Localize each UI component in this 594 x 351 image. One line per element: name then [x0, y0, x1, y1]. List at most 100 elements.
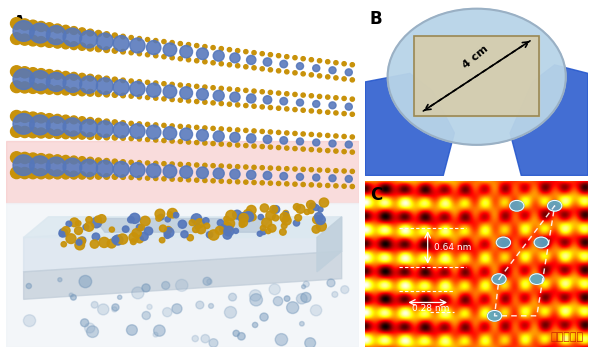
Circle shape: [293, 55, 297, 60]
Circle shape: [276, 130, 281, 134]
Circle shape: [195, 219, 204, 227]
Circle shape: [530, 274, 544, 284]
Circle shape: [326, 60, 330, 64]
Circle shape: [252, 89, 256, 93]
Circle shape: [326, 184, 330, 187]
Circle shape: [213, 131, 224, 142]
Circle shape: [295, 214, 302, 221]
Circle shape: [61, 115, 70, 124]
Circle shape: [326, 148, 330, 153]
Circle shape: [487, 311, 501, 321]
Circle shape: [309, 73, 314, 77]
Circle shape: [137, 122, 141, 126]
Circle shape: [314, 213, 323, 221]
Circle shape: [154, 96, 158, 100]
Circle shape: [129, 137, 133, 141]
Circle shape: [131, 239, 137, 245]
Circle shape: [129, 79, 133, 83]
Circle shape: [66, 234, 76, 244]
Circle shape: [70, 218, 79, 227]
Circle shape: [309, 168, 314, 172]
Circle shape: [13, 114, 34, 134]
Circle shape: [238, 333, 245, 340]
Circle shape: [293, 220, 299, 226]
Circle shape: [136, 236, 143, 243]
Circle shape: [225, 218, 235, 229]
Circle shape: [247, 94, 256, 103]
Circle shape: [121, 160, 125, 164]
Circle shape: [70, 156, 78, 164]
Circle shape: [113, 80, 129, 95]
Circle shape: [137, 95, 141, 99]
Circle shape: [78, 117, 86, 124]
Circle shape: [140, 232, 148, 240]
Circle shape: [79, 276, 91, 288]
Circle shape: [112, 33, 118, 38]
Circle shape: [191, 214, 202, 224]
Circle shape: [187, 84, 191, 88]
Circle shape: [146, 161, 150, 165]
Circle shape: [197, 48, 208, 60]
Polygon shape: [415, 36, 539, 116]
Circle shape: [334, 76, 338, 80]
Circle shape: [203, 45, 207, 49]
Circle shape: [154, 123, 158, 127]
Circle shape: [301, 167, 305, 171]
Circle shape: [266, 229, 271, 234]
Circle shape: [228, 164, 232, 168]
Circle shape: [268, 90, 273, 94]
Polygon shape: [24, 217, 342, 237]
Circle shape: [27, 168, 39, 179]
Circle shape: [163, 307, 172, 317]
Circle shape: [312, 174, 320, 181]
Circle shape: [329, 67, 336, 74]
Circle shape: [128, 217, 134, 223]
Circle shape: [27, 68, 39, 78]
Circle shape: [285, 167, 289, 171]
Circle shape: [113, 122, 129, 138]
Circle shape: [293, 182, 297, 186]
Circle shape: [162, 123, 166, 127]
Circle shape: [268, 106, 273, 110]
Circle shape: [96, 33, 113, 49]
Circle shape: [19, 152, 30, 164]
Circle shape: [350, 169, 355, 173]
Circle shape: [163, 127, 177, 140]
Circle shape: [195, 140, 199, 145]
Circle shape: [170, 82, 174, 86]
Circle shape: [211, 61, 215, 65]
Circle shape: [168, 212, 172, 217]
Circle shape: [59, 229, 68, 237]
Circle shape: [163, 165, 177, 178]
Circle shape: [163, 43, 177, 56]
Circle shape: [345, 176, 352, 183]
Circle shape: [147, 304, 152, 310]
Circle shape: [272, 206, 280, 213]
Circle shape: [90, 240, 99, 248]
Circle shape: [283, 212, 289, 217]
Circle shape: [180, 46, 192, 58]
Circle shape: [159, 225, 166, 232]
Circle shape: [87, 133, 94, 139]
Circle shape: [230, 92, 240, 102]
Circle shape: [78, 73, 86, 81]
Circle shape: [327, 279, 335, 287]
Circle shape: [104, 159, 109, 164]
Circle shape: [129, 38, 145, 53]
Circle shape: [318, 207, 323, 212]
Circle shape: [317, 94, 322, 99]
Circle shape: [293, 167, 297, 171]
Circle shape: [228, 87, 232, 91]
Circle shape: [142, 284, 150, 292]
Circle shape: [46, 157, 66, 176]
Circle shape: [236, 64, 240, 68]
Circle shape: [510, 200, 524, 211]
Circle shape: [203, 277, 211, 285]
Circle shape: [283, 210, 289, 216]
Circle shape: [211, 86, 215, 90]
Circle shape: [146, 95, 150, 100]
Circle shape: [162, 97, 166, 101]
Circle shape: [80, 159, 97, 177]
Circle shape: [228, 179, 232, 184]
Circle shape: [137, 176, 141, 180]
